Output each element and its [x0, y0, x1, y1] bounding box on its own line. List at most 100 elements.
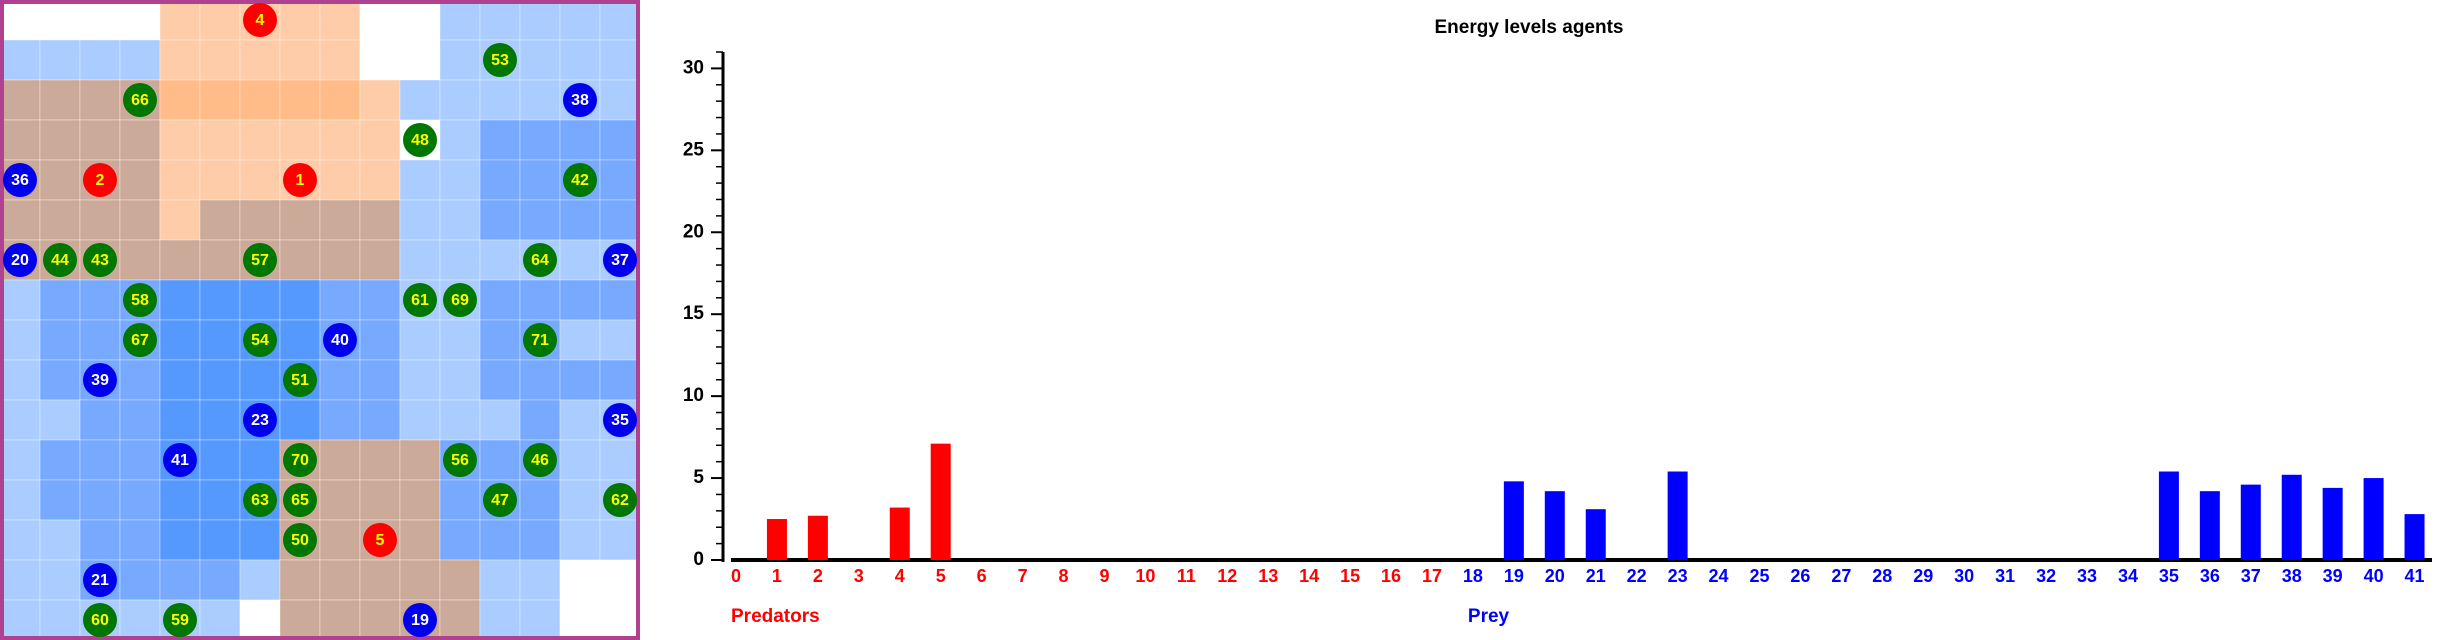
agent-label: 47	[491, 492, 509, 509]
cell	[599, 519, 641, 561]
agent	[123, 283, 157, 317]
cell	[319, 599, 361, 640]
agent	[603, 483, 637, 517]
cell	[559, 519, 601, 561]
cell	[479, 399, 521, 441]
cell	[159, 199, 201, 241]
agent-label: 65	[291, 492, 309, 509]
agent	[283, 483, 317, 517]
bar	[766, 519, 787, 560]
x-tick-label: 31	[1995, 566, 2015, 586]
cell	[599, 119, 641, 161]
cell	[239, 559, 281, 601]
cell	[559, 559, 601, 601]
cell	[519, 79, 561, 121]
agent-label: 54	[251, 332, 269, 349]
cell	[359, 479, 401, 521]
cell	[479, 79, 521, 121]
agent	[243, 483, 277, 517]
cell	[159, 559, 201, 601]
grid-border	[0, 0, 640, 640]
cell	[159, 159, 201, 201]
cell	[319, 0, 361, 41]
x-tick-label: 14	[1299, 566, 1319, 586]
legend-label: Predators	[731, 606, 820, 627]
agent	[443, 283, 477, 317]
cell	[119, 479, 161, 521]
cell	[0, 279, 41, 321]
x-tick-label: 41	[2405, 566, 2425, 586]
agent-label: 20	[11, 252, 29, 269]
cell	[359, 599, 401, 640]
cell	[79, 439, 121, 481]
agent-label: 1	[296, 172, 305, 189]
cell	[79, 519, 121, 561]
agent-label: 2	[96, 172, 105, 189]
cell	[439, 559, 481, 601]
bar	[1585, 509, 1606, 560]
x-tick-label: 12	[1217, 566, 1237, 586]
cell	[359, 79, 401, 121]
agent-label: 53	[491, 52, 509, 69]
cell	[359, 39, 401, 81]
agent-label: 21	[91, 572, 109, 589]
cell	[479, 199, 521, 241]
cell	[479, 519, 521, 561]
cell	[599, 0, 641, 41]
cell	[399, 239, 441, 281]
cell	[519, 519, 561, 561]
cell	[359, 239, 401, 281]
cell	[39, 599, 81, 640]
agent	[403, 603, 437, 637]
agent-label: 35	[611, 412, 629, 429]
cell	[359, 439, 401, 481]
cell	[159, 479, 201, 521]
cell	[559, 0, 601, 41]
agent-label: 69	[451, 292, 469, 309]
agent	[523, 323, 557, 357]
cell	[79, 279, 121, 321]
cell	[159, 519, 201, 561]
cell	[79, 479, 121, 521]
bar	[1544, 491, 1565, 560]
cell	[439, 479, 481, 521]
agent-label: 38	[571, 92, 589, 109]
agent-label: 66	[131, 92, 149, 109]
cell	[399, 39, 441, 81]
cell	[359, 319, 401, 361]
cell	[199, 439, 241, 481]
agent-label: 39	[91, 372, 109, 389]
cell	[399, 159, 441, 201]
x-tick-label: 22	[1627, 566, 1647, 586]
cell	[39, 119, 81, 161]
cell	[479, 239, 521, 281]
agent-label: 50	[291, 532, 309, 549]
cell	[119, 159, 161, 201]
cell	[479, 599, 521, 640]
agent	[523, 243, 557, 277]
cell	[0, 359, 41, 401]
bar	[2199, 491, 2220, 560]
cell	[439, 159, 481, 201]
agent-label: 56	[451, 452, 469, 469]
cell	[559, 199, 601, 241]
cell	[599, 599, 641, 640]
x-tick-label: 17	[1422, 566, 1442, 586]
cell	[319, 439, 361, 481]
cell	[559, 479, 601, 521]
cell	[79, 319, 121, 361]
cell	[239, 599, 281, 640]
y-tick-label: 5	[693, 467, 704, 488]
cell	[199, 239, 241, 281]
agent-label: 40	[331, 332, 349, 349]
bar	[1503, 481, 1524, 560]
cell	[599, 79, 641, 121]
cell	[0, 439, 41, 481]
cell	[119, 119, 161, 161]
cell	[0, 479, 41, 521]
agent-label: 46	[531, 452, 549, 469]
agent-label: 4	[256, 12, 265, 29]
cell	[519, 559, 561, 601]
x-tick-label: 28	[1872, 566, 1892, 586]
